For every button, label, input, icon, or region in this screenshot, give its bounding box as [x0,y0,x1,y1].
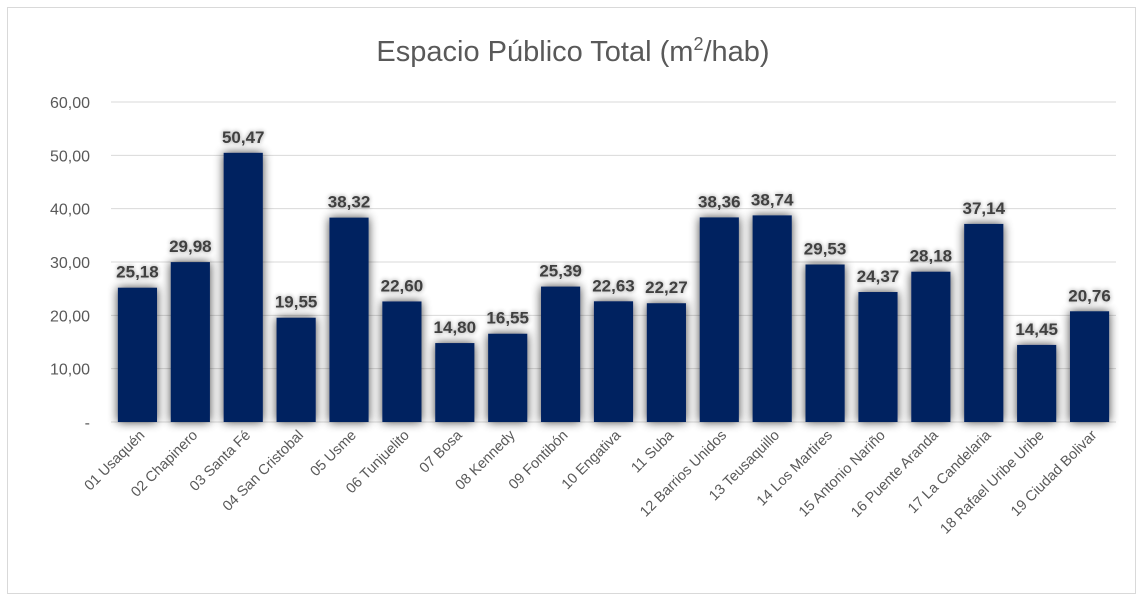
y-tick-label: 50,00 [50,148,90,165]
bar [964,223,1004,422]
data-label: 14,45 [1015,320,1058,339]
bar [276,317,316,422]
y-tick-label: 60,00 [50,95,90,112]
bar [382,301,422,422]
bar [699,217,739,422]
x-tick-label: 07 Bosa [417,427,467,477]
chart-title: Espacio Público Total (m2/hab) [376,34,769,68]
data-label: 19,55 [275,293,318,312]
y-tick-label: 40,00 [50,202,90,219]
bar [805,264,845,422]
bar [329,217,369,422]
data-label: 24,37 [857,267,900,286]
bar [646,303,686,422]
data-label: 16,55 [486,309,529,328]
data-label: 14,80 [434,318,477,337]
y-tick-label: - [85,415,90,432]
bar [752,215,792,422]
bar [593,301,634,422]
data-label: 50,47 [222,128,265,147]
x-tick-label: 16 Puente Aranda [848,427,942,521]
x-tick-label: 05 Usme [308,428,360,480]
bar [435,343,475,422]
y-axis: - 10,00 20,00 30,00 40,00 50,00 60,00 [50,95,90,432]
bar [488,333,528,422]
y-tick-label: 10,00 [50,362,90,379]
bars [117,152,1110,422]
bar [223,152,263,422]
data-label: 22,63 [592,276,635,295]
y-tick-label: 20,00 [50,308,90,325]
bar [117,287,158,422]
bar [170,262,210,422]
data-label: 38,32 [328,193,371,212]
data-label: 38,74 [751,190,794,209]
data-label: 22,27 [645,278,688,297]
data-label: 25,39 [539,262,582,281]
bar [1017,344,1057,422]
data-label: 29,98 [169,237,212,256]
data-label: 28,18 [910,247,953,266]
bar-chart: Espacio Público Total (m2/hab) - 10,00 20,… [50,34,1116,538]
bar [911,271,951,422]
data-label: 20,76 [1068,286,1111,305]
data-label: 25,18 [116,263,159,282]
data-label: 38,36 [698,192,741,211]
bar [858,292,898,422]
x-tick-label: 11 Suba [628,427,677,476]
y-tick-label: 30,00 [50,255,90,272]
x-tick-label: 18 Rafael Uribe Uribe [938,428,1048,538]
chart-area: Espacio Público Total (m2/hab) - 10,00 20,… [7,7,1136,594]
bar [541,286,581,422]
data-label: 22,60 [381,276,424,295]
data-labels: 25,18 29,98 50,47 19,55 38,32 22,60 14,80 16,55… [116,128,1111,339]
bar [1069,311,1110,422]
data-label: 29,53 [804,240,847,259]
data-label: 37,14 [962,199,1005,218]
